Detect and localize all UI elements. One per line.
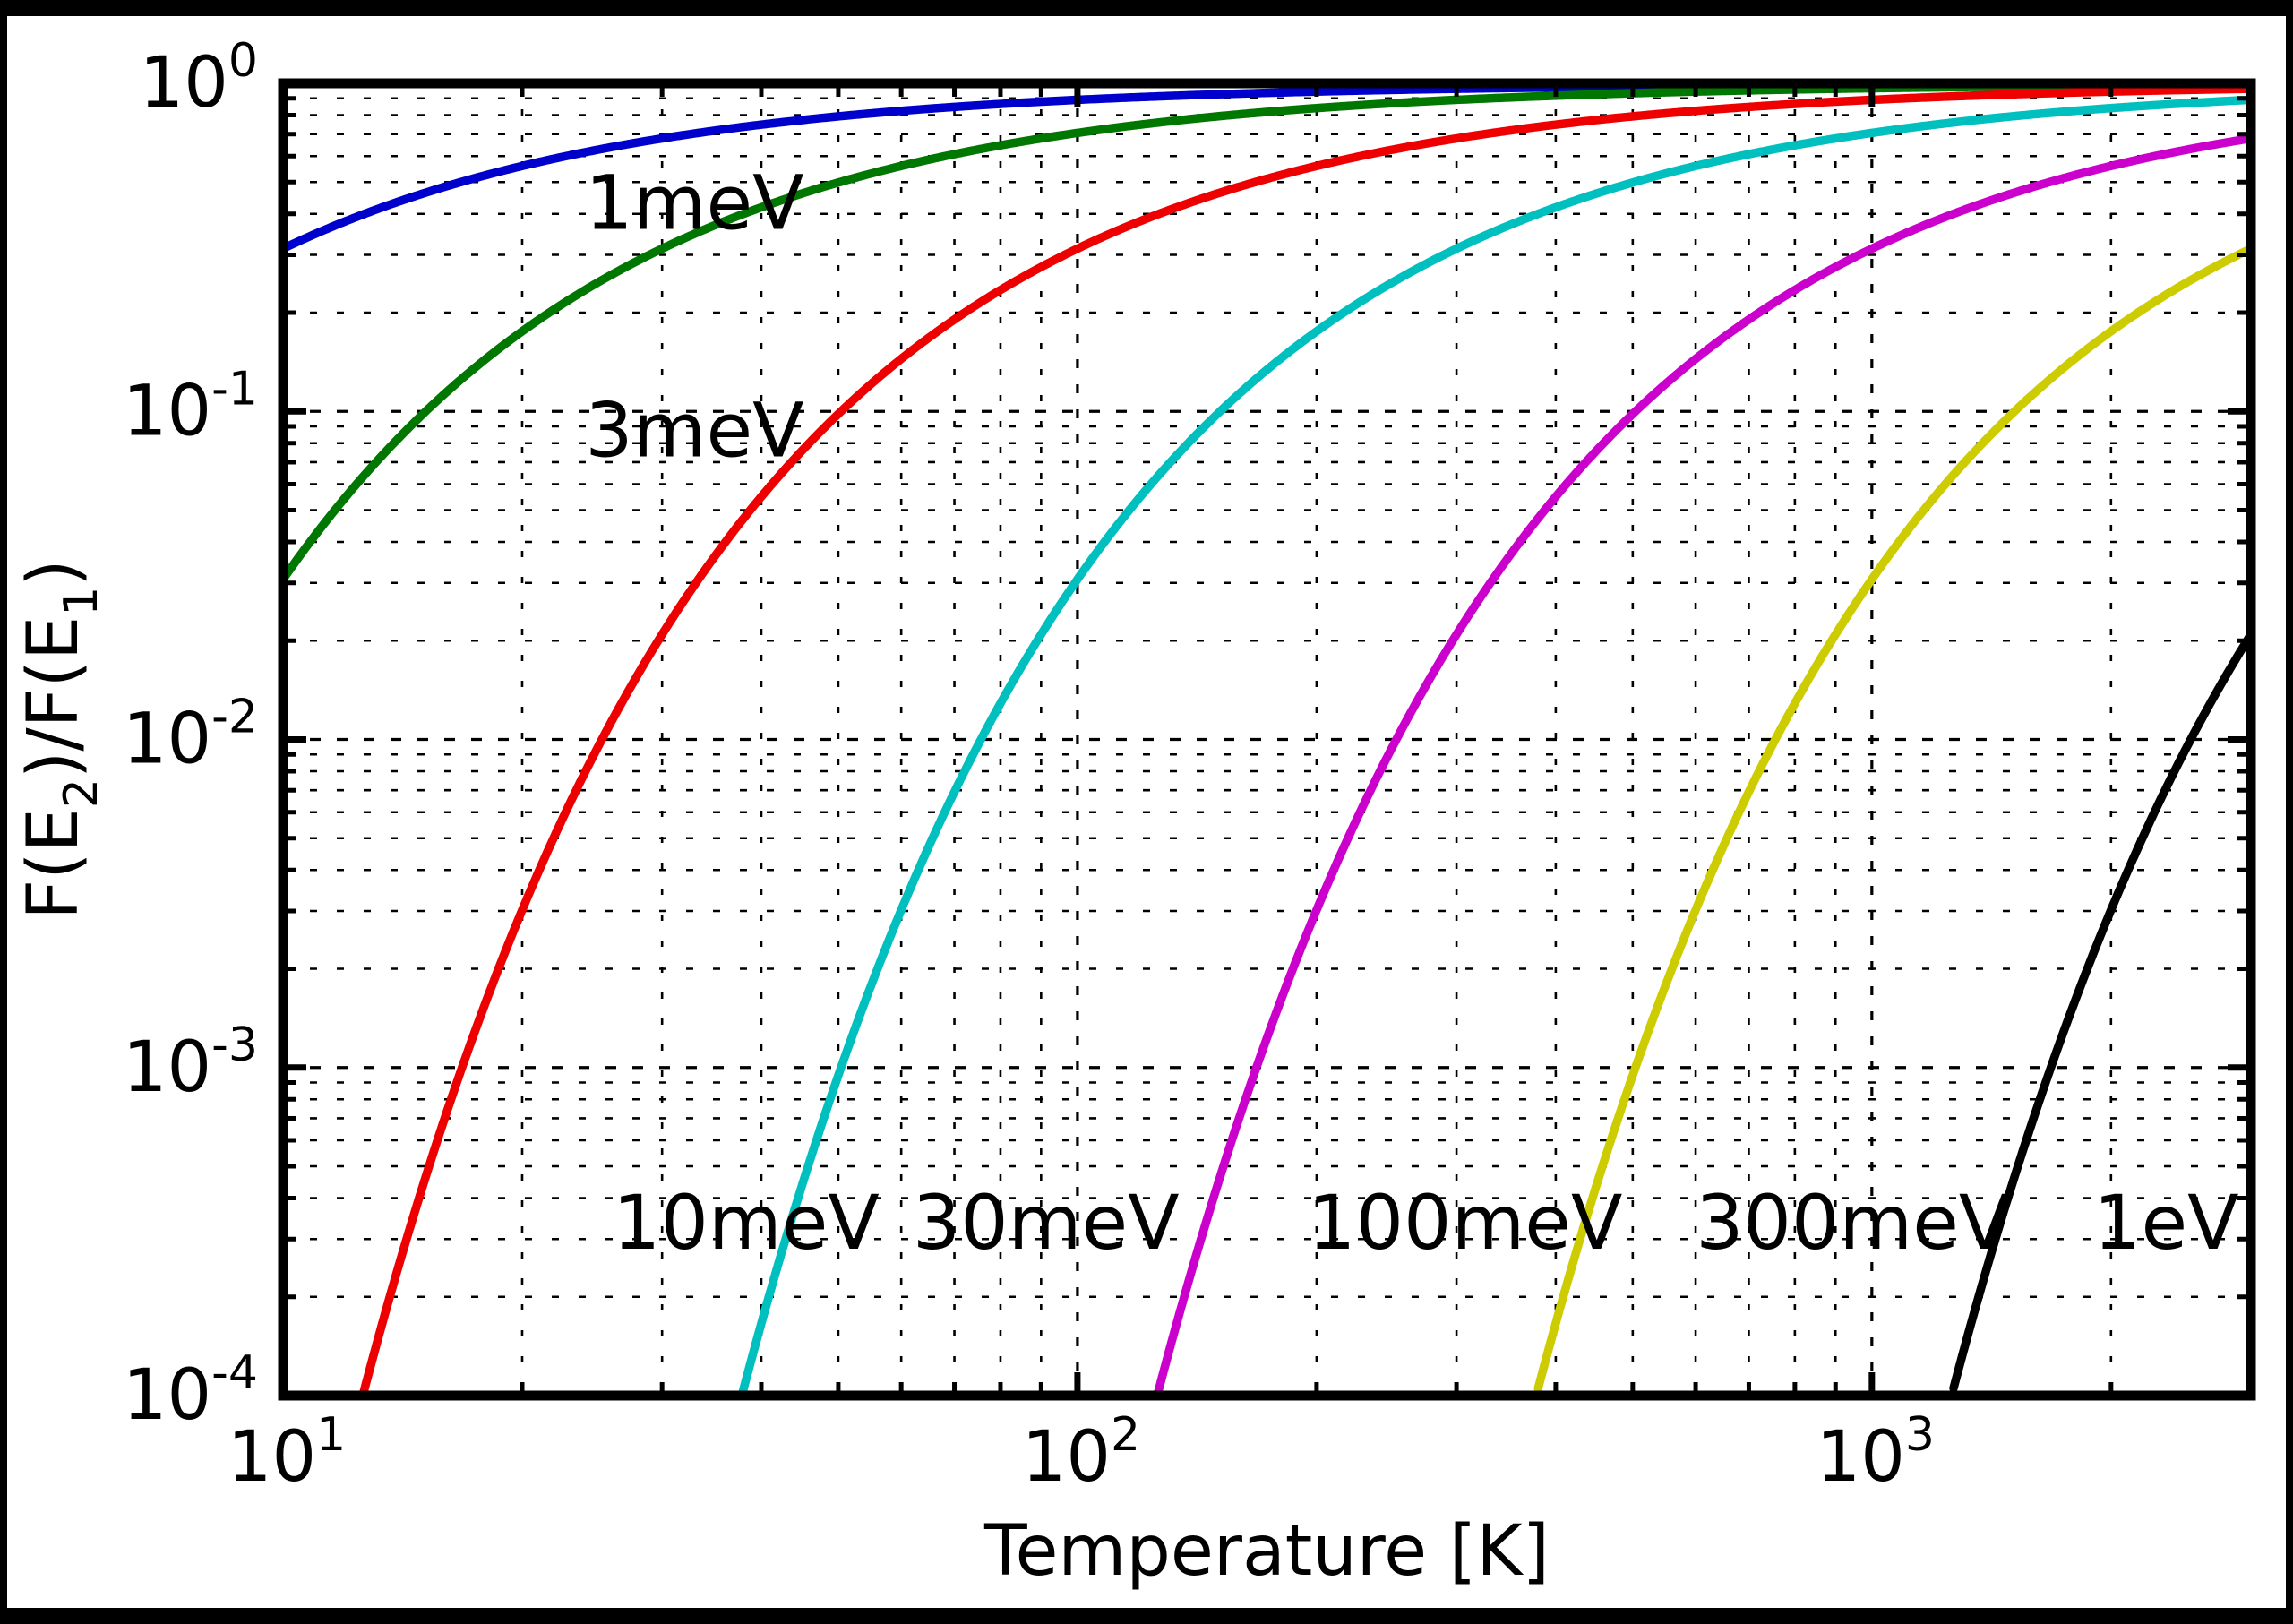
tick-label: 10-3 [123, 1018, 258, 1108]
tick-label: 102 [1022, 1408, 1140, 1498]
curve-label-1ev: 1eV [2093, 1179, 2239, 1267]
curve-label-100mev: 100meV [1308, 1179, 1622, 1267]
curve-label-3mev: 3meV [585, 386, 803, 474]
gridlines [281, 82, 2253, 1397]
curve-100mev [1153, 133, 2255, 1398]
curve-30mev [737, 95, 2255, 1398]
x-axis-title: Temperature [K] [983, 1511, 1550, 1592]
curve-label-300mev: 300meV [1696, 1179, 2010, 1267]
tick-label: 10-1 [123, 362, 258, 451]
curve-label-1mev: 1meV [585, 159, 803, 247]
y-axis-title: F(E2)/F(E1) [13, 559, 108, 920]
curve-labels: 1meV 3meV 10meV 30meV 100meV 300meV 1eV [585, 159, 2238, 1267]
tick-label: 100 [140, 34, 258, 124]
curve-1ev [1949, 630, 2255, 1393]
curve-label-30mev: 30meV [913, 1179, 1180, 1267]
axes-frame [278, 78, 2256, 1401]
axis-titles: Temperature [K] F(E2)/F(E1) [13, 559, 1550, 1592]
chart-svg: 101 102 10310010-110-210-310-4Temperature … [13, 34, 2256, 1592]
tick-label: 10-2 [123, 691, 258, 780]
tick-label: 101 [228, 1408, 346, 1498]
tick-label: 103 [1816, 1408, 1935, 1498]
curve-10mev [359, 84, 2255, 1396]
curve-label-10mev: 10meV [613, 1179, 880, 1267]
curve-300mev [1533, 244, 2255, 1393]
plot-canvas: 101 102 103 100 10-1 10-2 10-3 10-4 Temperature … [7, 16, 2286, 1608]
tick-label: 10-4 [123, 1346, 258, 1436]
